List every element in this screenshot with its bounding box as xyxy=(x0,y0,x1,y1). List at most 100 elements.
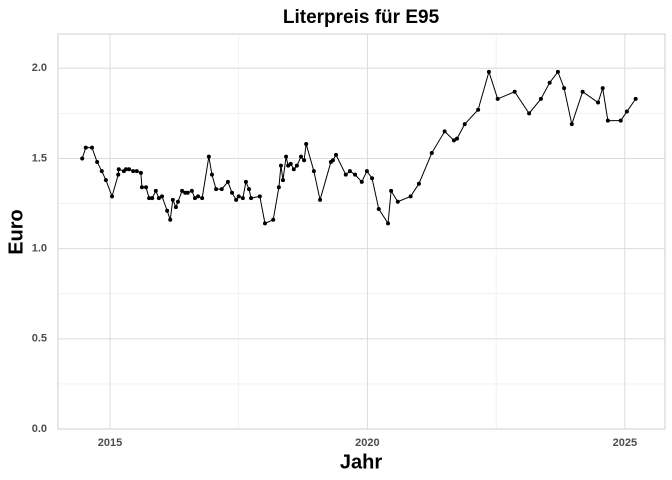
point xyxy=(165,208,170,213)
point xyxy=(395,199,400,204)
point xyxy=(192,196,197,201)
point xyxy=(389,188,394,193)
point xyxy=(95,160,100,165)
point xyxy=(116,167,121,172)
point xyxy=(219,187,224,192)
point xyxy=(230,190,235,195)
point xyxy=(429,151,434,156)
point xyxy=(288,161,293,166)
y-tick-label: 0.0 xyxy=(32,423,47,435)
point xyxy=(150,196,155,201)
y-tick-label: 2.0 xyxy=(32,62,47,74)
y-tick-label: 1.0 xyxy=(32,243,47,255)
point xyxy=(225,179,230,184)
point xyxy=(359,179,364,184)
point xyxy=(80,156,85,161)
point xyxy=(236,194,241,199)
point xyxy=(569,122,574,127)
y-axis-label: Euro xyxy=(5,209,27,255)
point xyxy=(173,205,178,210)
point xyxy=(200,196,205,201)
point xyxy=(376,206,381,211)
point xyxy=(555,69,560,74)
point xyxy=(156,196,161,201)
point xyxy=(291,167,296,172)
point xyxy=(416,181,421,186)
point xyxy=(562,86,567,91)
point xyxy=(175,199,180,204)
point xyxy=(147,196,152,201)
point xyxy=(343,172,348,177)
point xyxy=(284,154,289,159)
point xyxy=(83,145,88,150)
point xyxy=(605,118,610,123)
point xyxy=(538,96,543,101)
point xyxy=(624,109,629,114)
point xyxy=(262,221,267,226)
x-tick-label: 2020 xyxy=(355,437,379,449)
point xyxy=(99,169,104,174)
point xyxy=(240,196,245,201)
point xyxy=(153,188,158,193)
point xyxy=(299,154,304,159)
point xyxy=(347,169,352,174)
point xyxy=(512,89,517,94)
point xyxy=(206,154,211,159)
point xyxy=(330,158,335,163)
point xyxy=(486,69,491,74)
point xyxy=(408,194,413,199)
point xyxy=(185,190,190,195)
point xyxy=(302,158,307,163)
point xyxy=(600,86,605,91)
point xyxy=(633,96,638,101)
point xyxy=(127,167,132,172)
point xyxy=(214,187,219,192)
point xyxy=(495,96,500,101)
point xyxy=(596,100,601,105)
point xyxy=(370,176,375,181)
point xyxy=(196,194,201,199)
point xyxy=(168,217,173,222)
point xyxy=(353,172,358,177)
point xyxy=(103,178,108,183)
point xyxy=(257,194,262,199)
point xyxy=(271,217,276,222)
point xyxy=(304,142,309,147)
point xyxy=(209,172,214,177)
point xyxy=(189,188,194,193)
point xyxy=(580,89,585,94)
x-tick-label: 2015 xyxy=(98,437,122,449)
chart-title: Literpreis für E95 xyxy=(283,7,440,28)
y-tick-label: 0.5 xyxy=(32,333,47,345)
point xyxy=(294,163,299,168)
point xyxy=(110,194,115,199)
point xyxy=(455,136,460,141)
point xyxy=(547,80,552,85)
point xyxy=(451,138,456,143)
point xyxy=(134,169,139,174)
point xyxy=(131,169,136,174)
point xyxy=(180,188,185,193)
point xyxy=(386,221,391,226)
x-axis-label: Jahr xyxy=(340,451,382,473)
point xyxy=(247,187,252,192)
x-tick-label: 2025 xyxy=(613,437,637,449)
point xyxy=(476,107,481,112)
point xyxy=(280,178,285,183)
point xyxy=(159,194,164,199)
point xyxy=(334,152,339,157)
point xyxy=(170,197,175,202)
point xyxy=(527,111,532,116)
point xyxy=(234,197,239,202)
point xyxy=(462,122,467,127)
point xyxy=(364,169,369,174)
point xyxy=(442,129,447,134)
point xyxy=(318,197,323,202)
point xyxy=(276,185,281,190)
point xyxy=(278,163,283,168)
point xyxy=(139,185,144,190)
point xyxy=(311,169,316,174)
point xyxy=(243,179,248,184)
point xyxy=(123,167,128,172)
